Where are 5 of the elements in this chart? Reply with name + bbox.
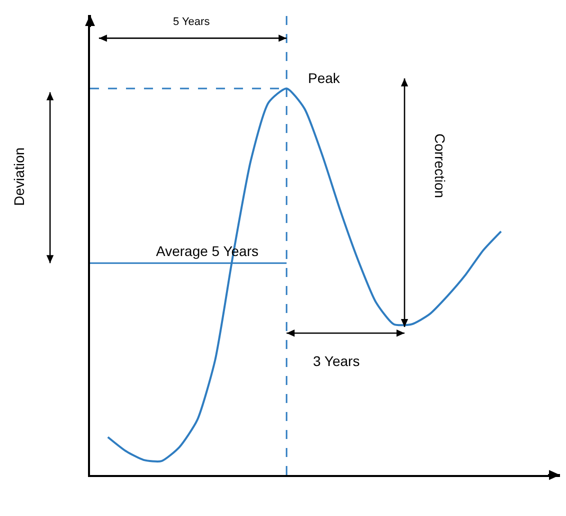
ref-line-label: Peak — [308, 70, 341, 86]
text: 5 Years — [173, 16, 210, 28]
annotation: Correction — [432, 133, 448, 198]
annotation: 3 Years — [313, 353, 360, 369]
text: Deviation — [11, 147, 28, 206]
